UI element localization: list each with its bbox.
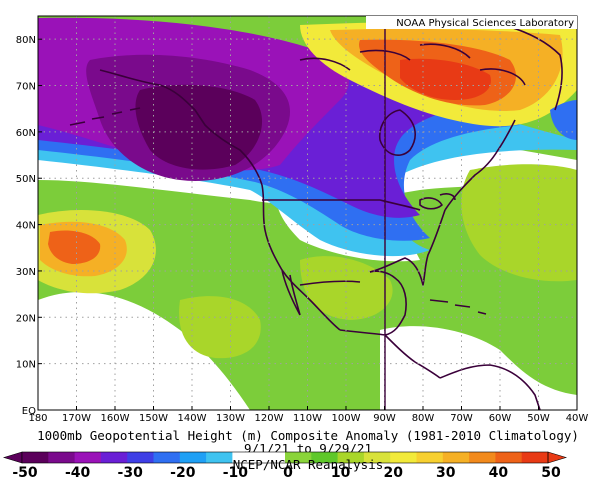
- pacific-high-core: [48, 230, 101, 264]
- us-mexico-border: [299, 280, 361, 286]
- colorbar-segment: [22, 452, 49, 463]
- east-negative-patch: [550, 100, 577, 140]
- y-tick-label: 30N: [16, 267, 36, 278]
- colorbar-segment: [179, 452, 207, 463]
- colorbar-max-arrow: [547, 451, 568, 464]
- colorbar-segment: [469, 452, 496, 463]
- data-source: NCEP/NCAR Reanalysis: [233, 457, 384, 472]
- east-coast: [444, 119, 516, 211]
- canada-us-border: [262, 199, 421, 211]
- colorbar-segment: [258, 452, 286, 463]
- colorbar: [2, 451, 568, 464]
- y-tick-label: 70N: [16, 82, 36, 93]
- colorbar-label: 40: [489, 465, 509, 481]
- colorbar-label: 30: [436, 465, 456, 481]
- colorbar-segment: [521, 452, 549, 463]
- y-tick-label: EQ: [22, 406, 36, 417]
- colorbar-segment: [100, 452, 128, 463]
- colorbar-frame: [21, 451, 549, 464]
- x-tick-label: 170W: [62, 413, 91, 424]
- colorbar-label: -30: [118, 465, 144, 481]
- south-green-light: [300, 256, 393, 320]
- x-tick-label: 40W: [566, 413, 589, 424]
- atlantic-positive: [461, 164, 577, 282]
- x-tick-label: 50W: [527, 413, 550, 424]
- x-tick-label: 150W: [139, 413, 168, 424]
- x-tick-label: 110W: [293, 413, 322, 424]
- x-tick-label: 160W: [101, 413, 130, 424]
- arctic-archipelago: [299, 43, 526, 86]
- gulf-florida: [369, 209, 446, 286]
- colorbar-segment: [363, 452, 391, 463]
- colorbar-segment: [416, 452, 444, 463]
- plot-area: [38, 16, 577, 410]
- mexico-gulf-coast: [339, 270, 407, 336]
- central-green-light: [179, 296, 261, 359]
- colorbar-label: -40: [65, 465, 91, 481]
- colorbar-segment: [311, 452, 339, 463]
- south-america: [439, 364, 541, 410]
- colorbar-segment: [48, 452, 76, 463]
- x-tick-label: 130W: [216, 413, 245, 424]
- graticule: [38, 16, 577, 410]
- y-tick-label: 10N: [16, 360, 36, 371]
- x-tick-label: 100W: [332, 413, 361, 424]
- colorbar-segment: [74, 452, 102, 463]
- colorbar-label: -50: [12, 465, 38, 481]
- x-tick-label: 90W: [373, 413, 396, 424]
- aleutian-islands: [69, 107, 141, 126]
- colorbar-label: 10: [331, 465, 351, 481]
- central-america: [384, 334, 441, 379]
- coastlines: [69, 19, 563, 410]
- colorbar-segment: [285, 452, 312, 463]
- colorbar-segment: [127, 452, 154, 463]
- colorbar-label: -10: [223, 465, 249, 481]
- colorbar-labels: -50 -40 -30 -20 -10 0 10 20 30 40 50: [12, 465, 561, 481]
- x-tick-label: 120W: [255, 413, 284, 424]
- y-tick-label: 60N: [16, 128, 36, 139]
- great-lakes: [419, 193, 456, 210]
- colorbar-min-arrow: [2, 451, 23, 464]
- y-tick-label: 50N: [16, 174, 36, 185]
- colorbar-label: 20: [383, 465, 403, 481]
- colorbar-label: -20: [170, 465, 196, 481]
- x-tick-label: 70W: [450, 413, 473, 424]
- zero-contour-south: [38, 291, 250, 410]
- figure-title: 1000mb Geopotential Height (m) Composite…: [37, 428, 579, 443]
- colorbar-segment: [442, 452, 470, 463]
- x-tick-label: 180: [28, 413, 47, 424]
- colorbar-segment: [153, 452, 181, 463]
- south-white-east: [380, 326, 577, 410]
- x-tick-label: 60W: [489, 413, 512, 424]
- y-axis-ticks: 80N 70N 60N 50N 40N 30N 20N 10N EQ: [16, 35, 42, 417]
- colorbar-segment: [206, 452, 233, 463]
- colorbar-segment: [232, 452, 260, 463]
- credit-label: NOAA Physical Sciences Laboratory: [396, 18, 574, 29]
- credit-box: [366, 16, 577, 29]
- caribbean-islands: [429, 299, 487, 315]
- colorbar-segment: [390, 452, 417, 463]
- y-tick-label: 20N: [16, 313, 36, 324]
- colorbar-label: 50: [541, 465, 561, 481]
- labrador-high-core: [400, 58, 491, 100]
- x-tick-label: 80W: [412, 413, 435, 424]
- baja-california: [281, 269, 301, 316]
- colorbar-label: 0: [283, 465, 293, 481]
- x-tick-label: 140W: [178, 413, 207, 424]
- y-tick-label: 80N: [16, 35, 36, 46]
- x-axis-ticks: 180 170W 160W 150W 140W 130W 120W 110W 100W 90W 80…: [28, 406, 588, 424]
- colorbar-segment: [495, 452, 523, 463]
- alaska-coastline: [99, 69, 263, 186]
- y-tick-label: 40N: [16, 221, 36, 232]
- colorbar-segment: [337, 452, 365, 463]
